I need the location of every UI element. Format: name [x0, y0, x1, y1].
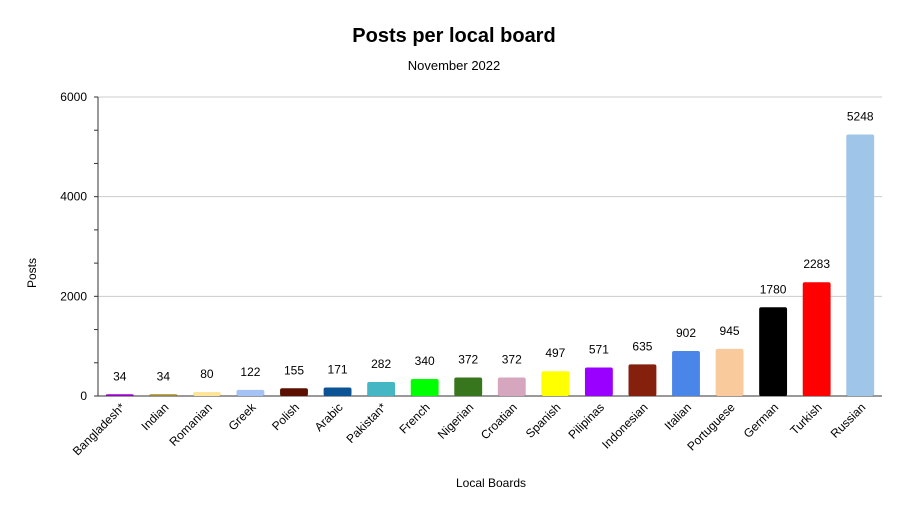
bar — [672, 351, 700, 396]
bar — [584, 367, 613, 396]
y-tick-label: 2000 — [60, 289, 87, 303]
x-tick-label: Croatian — [478, 400, 520, 442]
y-tick-label: 0 — [80, 389, 87, 403]
data-label: 945 — [720, 324, 740, 338]
x-tick-label: Arabic — [312, 400, 346, 434]
data-label: 80 — [200, 367, 214, 381]
bar — [541, 371, 570, 396]
x-tick-label: French — [396, 400, 432, 436]
x-tick-label: Pakistan* — [343, 400, 389, 446]
data-label: 155 — [284, 363, 304, 377]
bar — [759, 307, 788, 396]
y-tick-label: 6000 — [60, 90, 87, 104]
x-tick-label: Italian — [662, 400, 695, 433]
bar — [192, 392, 221, 396]
bar — [846, 134, 875, 396]
data-label: 5248 — [847, 109, 874, 123]
data-label: 372 — [458, 352, 478, 366]
bar — [105, 394, 134, 396]
x-tick-label: Romanian — [166, 400, 215, 449]
data-label: 171 — [328, 362, 348, 376]
data-label: 902 — [676, 326, 696, 340]
x-tick-label: Indonesian — [599, 400, 650, 451]
data-label: 1780 — [760, 282, 787, 296]
x-tick-label: Bangladesh* — [70, 400, 128, 458]
x-tick-label: Spanish — [523, 400, 564, 441]
x-tick-label: Greek — [226, 400, 260, 434]
bar — [497, 377, 526, 396]
bar — [410, 379, 439, 396]
chart-title: Posts per local board — [352, 25, 556, 47]
data-label: 340 — [415, 354, 435, 368]
data-label: 372 — [502, 352, 522, 366]
data-label: 635 — [632, 339, 652, 353]
bar — [454, 377, 483, 396]
data-label: 571 — [589, 343, 609, 357]
x-tick-label: Portuguese — [684, 400, 738, 454]
y-axis-title: Posts — [25, 258, 39, 288]
y-tick-label: 4000 — [60, 190, 87, 204]
bar — [149, 394, 178, 396]
data-label: 282 — [371, 357, 391, 371]
bar — [280, 388, 308, 396]
chart-subtitle: November 2022 — [407, 58, 501, 73]
data-label: 34 — [157, 369, 171, 383]
x-axis-title: Local Boards — [456, 476, 526, 490]
x-tick-label: Turkish — [787, 400, 824, 437]
x-tick-label: Polish — [269, 400, 302, 433]
x-tick-label: Russian — [828, 400, 869, 441]
bar — [628, 364, 657, 396]
bar — [367, 381, 396, 396]
x-tick-label: Indian — [138, 400, 171, 433]
bar — [715, 348, 744, 396]
x-tick-label: Pilipinas — [566, 400, 608, 442]
bar — [323, 387, 352, 396]
data-label: 497 — [545, 346, 565, 360]
data-label: 2283 — [803, 257, 830, 271]
x-tick-label: German — [741, 400, 782, 441]
data-label: 34 — [113, 369, 127, 383]
bar — [236, 389, 265, 396]
bar — [802, 282, 831, 396]
data-label: 122 — [240, 365, 260, 379]
x-tick-label: Nigerian — [435, 400, 477, 442]
